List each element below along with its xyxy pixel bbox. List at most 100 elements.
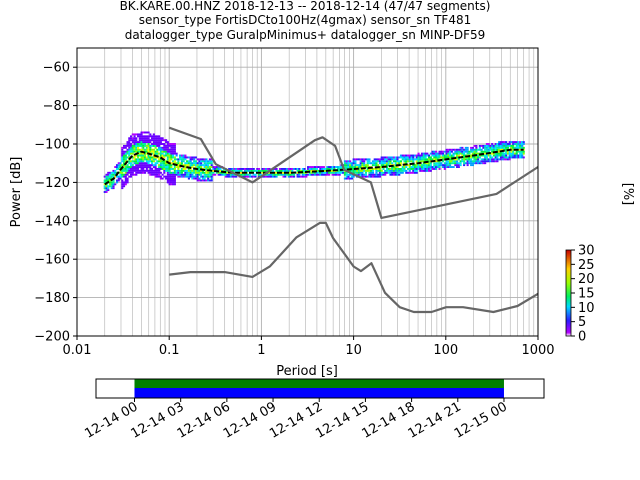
heatmap-cell	[261, 168, 264, 170]
heatmap-cell	[144, 131, 147, 134]
heatmap-cell	[177, 168, 180, 170]
heatmap-cell	[468, 158, 471, 161]
heatmap-cell	[503, 143, 506, 145]
heatmap-cell	[182, 175, 185, 178]
heatmap-cell	[359, 166, 362, 168]
heatmap-cell	[438, 162, 441, 165]
heatmap-cell	[135, 133, 138, 136]
heatmap-cell	[396, 169, 399, 172]
heatmap-cell	[499, 154, 502, 157]
heatmap-cell	[380, 173, 383, 176]
heatmap-cell	[179, 162, 182, 165]
heatmap-cell	[506, 143, 509, 145]
heatmap-cell	[142, 156, 145, 159]
heatmap-cell	[457, 152, 460, 155]
heatmap-cell	[485, 148, 488, 151]
heatmap-cell	[257, 173, 261, 176]
heatmap-cell	[149, 148, 152, 151]
heatmap-cell	[212, 168, 215, 170]
heatmap-cell	[189, 168, 192, 170]
heatmap-cell	[508, 154, 511, 157]
heatmap-cell	[357, 164, 360, 167]
heatmap-cell	[463, 164, 466, 167]
heatmap-cell	[375, 164, 378, 167]
heatmap-cell	[505, 141, 508, 144]
heatmap-cell	[461, 160, 464, 163]
heatmap-cell	[340, 166, 343, 168]
heatmap-cell	[349, 164, 352, 167]
heatmap-cell	[370, 171, 373, 174]
heatmap-cell	[233, 169, 236, 172]
heatmap-cell	[144, 144, 147, 147]
heatmap-cell	[201, 171, 204, 174]
heatmap-cell	[357, 169, 360, 172]
heatmap-cell	[163, 146, 166, 149]
heatmap-cell	[438, 152, 441, 155]
heatmap-cell	[471, 156, 474, 159]
heatmap-cell	[137, 160, 140, 163]
heatmap-cell	[117, 164, 120, 167]
heatmap-cell	[433, 162, 436, 165]
heatmap-cell	[142, 160, 145, 163]
heatmap-cell	[184, 173, 187, 176]
heatmap-cell	[212, 166, 215, 168]
heatmap-cell	[149, 154, 152, 157]
heatmap-cell	[522, 141, 525, 144]
heatmap-cell	[475, 152, 478, 155]
heatmap-cell	[208, 162, 211, 165]
heatmap-cell	[156, 152, 159, 155]
heatmap-cell	[522, 146, 525, 149]
heatmap-cell	[129, 146, 133, 149]
heatmap-cell	[491, 148, 494, 151]
heatmap-cell	[165, 164, 168, 167]
heatmap-cell	[499, 148, 502, 151]
heatmap-cell	[142, 171, 145, 174]
heatmap-cell	[408, 160, 411, 163]
heatmap-cell	[435, 162, 438, 165]
heatmap-cell	[370, 175, 373, 178]
heatmap-cell	[203, 175, 206, 178]
heatmap-cell	[151, 143, 154, 145]
heatmap-cell	[286, 173, 289, 176]
heatmap-cell	[412, 164, 415, 167]
heatmap-cell	[126, 141, 129, 144]
heatmap-cell	[243, 169, 247, 172]
heatmap-cell	[510, 154, 513, 157]
heatmap-cell	[463, 162, 466, 165]
heatmap-cell	[406, 158, 410, 161]
heatmap-cell	[392, 160, 396, 163]
heatmap-cell	[128, 171, 131, 174]
heatmap-cell	[496, 158, 499, 161]
heatmap-cell	[184, 168, 187, 170]
heatmap-cell	[210, 162, 213, 165]
heatmap-cell	[371, 169, 375, 172]
heatmap-cell	[349, 169, 352, 172]
heatmap-cell	[166, 156, 169, 159]
heatmap-cell	[312, 173, 315, 176]
heatmap-cell	[515, 152, 518, 155]
heatmap-cell	[137, 144, 140, 147]
heatmap-cell	[466, 152, 469, 155]
heatmap-cell	[478, 160, 481, 163]
heatmap-cell	[449, 166, 452, 168]
heatmap-cell	[189, 171, 192, 174]
model-lines	[104, 126, 539, 314]
heatmap-cell	[138, 137, 141, 140]
heatmap-cell	[172, 168, 175, 170]
heatmap-cell	[131, 168, 134, 170]
heatmap-cell	[187, 168, 190, 170]
heatmap-cell	[392, 173, 396, 176]
heatmap-cell	[193, 162, 196, 165]
heatmap-cell	[231, 169, 234, 172]
heatmap-cell	[364, 173, 368, 176]
heatmap-cell	[133, 150, 136, 153]
heatmap-cell	[137, 146, 140, 149]
heatmap-cell	[429, 166, 432, 168]
heatmap-cell	[359, 158, 362, 161]
heatmap-cell	[203, 164, 206, 167]
heatmap-cell	[137, 150, 140, 153]
heatmap-cell	[277, 169, 280, 172]
heatmap-cell	[129, 160, 133, 163]
heatmap-cell	[293, 168, 296, 170]
heatmap-cell	[170, 181, 173, 184]
